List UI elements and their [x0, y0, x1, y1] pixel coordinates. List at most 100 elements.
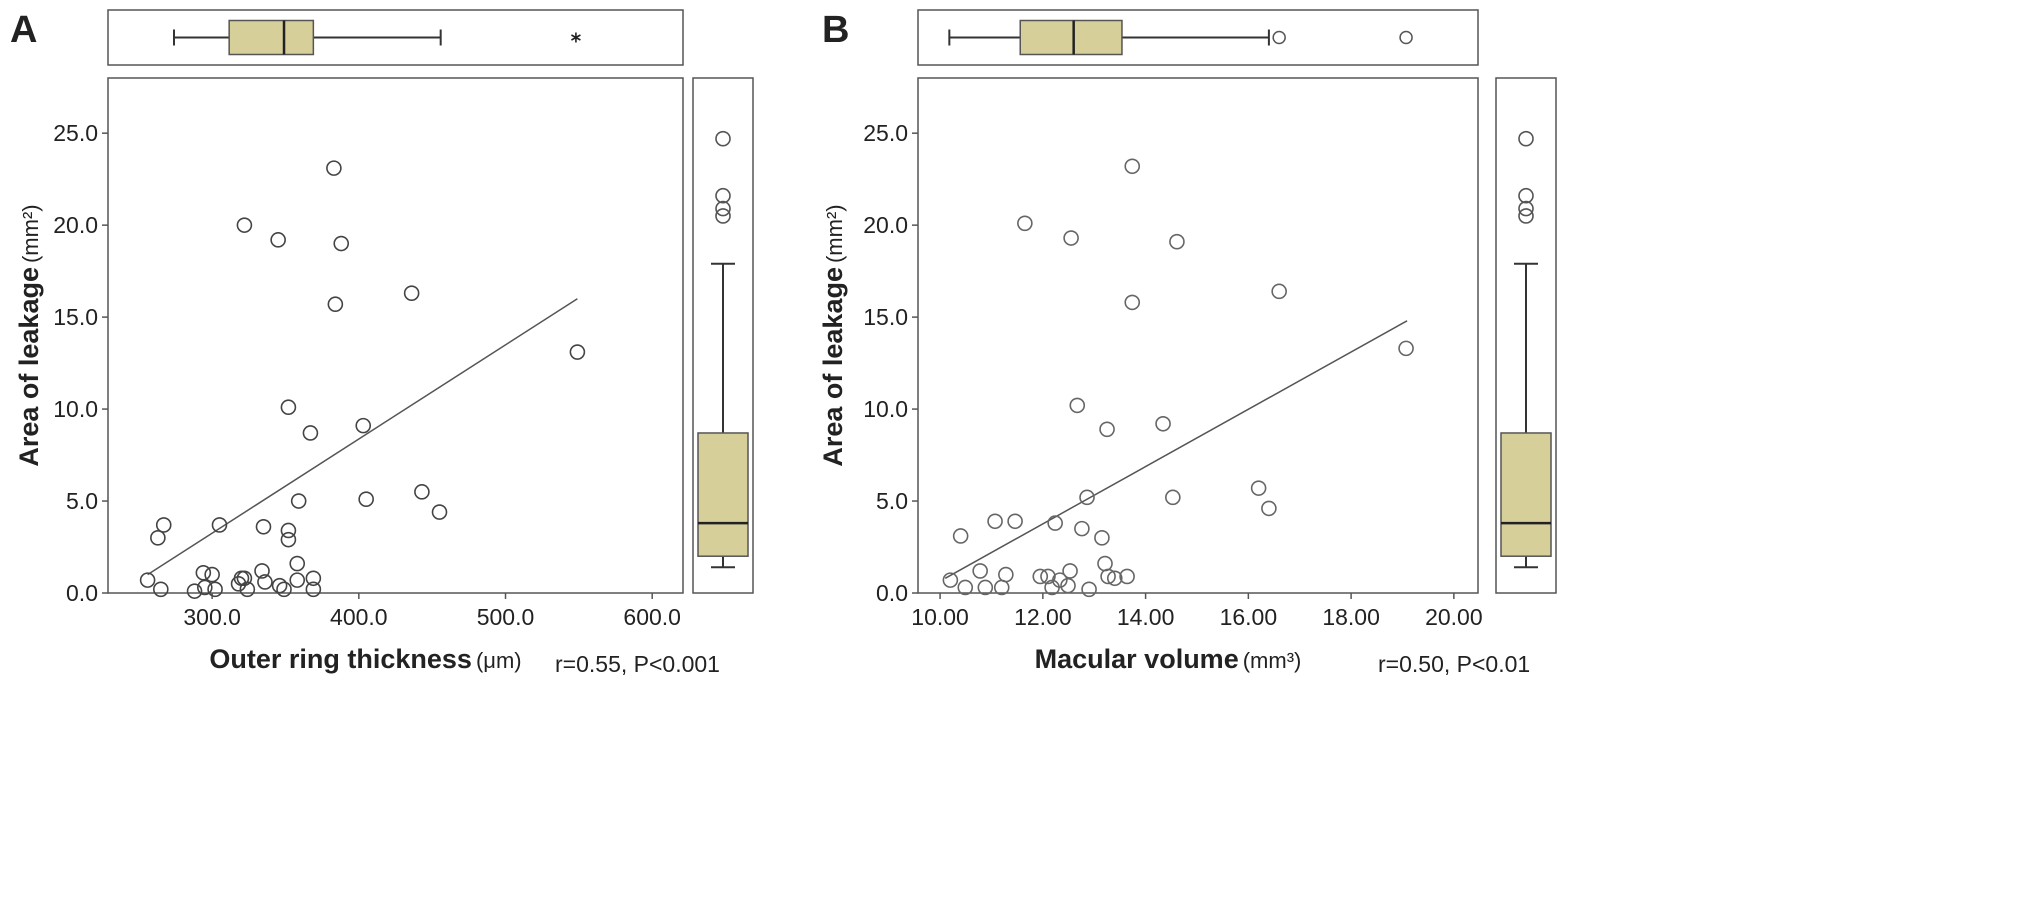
x-tick-label: 16.00	[1220, 604, 1278, 630]
y-label-unit: (mm²)	[822, 204, 847, 263]
scatter-point	[289, 572, 306, 588]
scatter-point	[355, 417, 372, 434]
outlier	[1518, 187, 1534, 204]
scatter-point	[254, 563, 270, 579]
scatter-point	[972, 563, 988, 579]
scatter-point	[257, 574, 273, 590]
scatter-point	[290, 493, 307, 509]
x-label-unit: (mm³)	[1243, 648, 1302, 673]
y-tick-label: 0.0	[66, 580, 98, 606]
y-tick-label: 5.0	[66, 488, 98, 514]
scatter-point	[1099, 421, 1115, 438]
y-tick-label: 10.0	[863, 396, 908, 422]
scatter-point	[1079, 489, 1095, 506]
panel-label: B	[822, 9, 849, 51]
scatter-point	[1119, 568, 1135, 585]
scatter-point	[1261, 500, 1277, 517]
scatter-point	[236, 217, 253, 233]
outlier	[1518, 130, 1534, 147]
scatter-point	[1069, 397, 1086, 414]
x-tick-label: 14.00	[1117, 604, 1175, 630]
scatter-point	[271, 577, 288, 594]
scatter-point	[1081, 581, 1097, 598]
trend-line	[944, 320, 1408, 579]
scatter-point	[327, 296, 344, 313]
scatter-point	[414, 484, 430, 500]
scatter-point	[289, 555, 306, 572]
scatter-point	[957, 579, 974, 596]
scatter-point	[987, 513, 1003, 530]
scatter-point	[255, 518, 272, 535]
outlier	[1399, 30, 1413, 45]
outlier	[1272, 30, 1286, 45]
scatter-point	[1124, 294, 1141, 311]
scatter-point	[1100, 568, 1116, 585]
scatter-point	[155, 517, 172, 533]
scatter-point	[139, 572, 156, 588]
y-tick-label: 0.0	[876, 580, 908, 606]
scatter-point	[1040, 568, 1056, 585]
scatter-point	[1271, 283, 1287, 300]
scatter-point	[280, 522, 297, 539]
scatter-point	[333, 235, 350, 252]
scatter-point	[153, 581, 169, 598]
x-tick-label: 18.00	[1322, 604, 1380, 630]
x-tick-label: 12.00	[1014, 604, 1072, 630]
y-tick-label: 10.0	[53, 396, 98, 422]
plot-frame	[917, 77, 1479, 594]
scatter-point	[1124, 158, 1141, 175]
scatter-point	[236, 570, 253, 587]
x-axis-label: Macular volume (mm³)	[1035, 644, 1302, 674]
scatter-point	[280, 531, 297, 548]
x-tick-label: 500.0	[477, 604, 535, 630]
scatter-point	[1155, 415, 1171, 432]
x-tick-label: 20.00	[1425, 604, 1483, 630]
extreme	[571, 32, 581, 43]
panel-label: A	[10, 9, 37, 51]
x-axis-label: Outer ring thickness (μm)	[209, 644, 521, 674]
y-tick-label: 5.0	[876, 488, 908, 514]
x-tick-label: 10.00	[911, 604, 969, 630]
scatter-point	[150, 530, 166, 546]
right-box-frame	[1495, 77, 1557, 594]
scatter-point	[204, 566, 220, 583]
y-axis-label: Area of leakage (mm²)	[14, 204, 44, 466]
x-tick-label: 300.0	[183, 604, 241, 630]
scatter-point	[195, 564, 212, 581]
scatter-point	[1047, 515, 1063, 531]
scatter-point	[186, 583, 203, 599]
plot-frame	[107, 77, 684, 594]
y-label-text: Area of leakage	[14, 267, 44, 467]
outlier	[715, 208, 731, 224]
box	[1500, 432, 1552, 557]
scatter-point	[569, 344, 586, 360]
x-label-text: Outer ring thickness	[209, 644, 472, 674]
box	[228, 19, 315, 56]
x-tick-label: 400.0	[330, 604, 388, 630]
scatter-point	[270, 232, 286, 248]
scatter-point	[1094, 530, 1110, 546]
scatter-point	[1051, 572, 1068, 588]
scatter-point	[1250, 480, 1267, 496]
x-label-text: Macular volume	[1035, 644, 1239, 674]
trend-line	[147, 298, 578, 576]
right-box-frame	[692, 77, 754, 594]
scatter-point	[403, 285, 420, 301]
top-box-frame	[917, 9, 1479, 66]
scatter-point	[197, 579, 213, 596]
scatter-point	[1074, 520, 1090, 537]
scatter-point	[952, 528, 969, 544]
y-tick-label: 20.0	[863, 212, 908, 238]
scatter-point	[1398, 340, 1414, 357]
scatter-point	[1017, 215, 1033, 232]
scatter-point	[305, 581, 322, 598]
outlier	[715, 200, 731, 217]
y-tick-label: 25.0	[863, 120, 908, 146]
scatter-point	[239, 581, 256, 598]
outlier	[1518, 208, 1534, 224]
outlier	[715, 130, 731, 147]
scatter-point	[1062, 563, 1078, 579]
scatter-point	[302, 425, 319, 441]
scatter-point	[1097, 555, 1113, 572]
